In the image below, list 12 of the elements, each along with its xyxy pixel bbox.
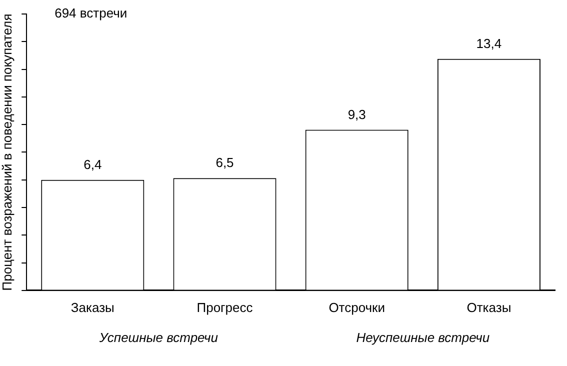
text: Неуспешные встречи (356, 330, 490, 346)
data-label: 9,3 (348, 106, 366, 122)
data-label: 6,5 (216, 155, 234, 170)
y-axis-title: Процент возражений в поведении покупателя (0, 14, 14, 291)
x-tick-label: Отказы (466, 300, 512, 315)
data-label: 6,4 (84, 156, 102, 172)
x-tick-label: Заказы (70, 300, 114, 315)
chart-title: 694 встречи (54, 6, 128, 21)
x-tick-label: Отсрочки (328, 300, 386, 315)
data-label: 13,4 (476, 36, 502, 51)
x-tick-label: Прогресс (196, 300, 254, 315)
text: Успешные встречи (98, 330, 218, 346)
